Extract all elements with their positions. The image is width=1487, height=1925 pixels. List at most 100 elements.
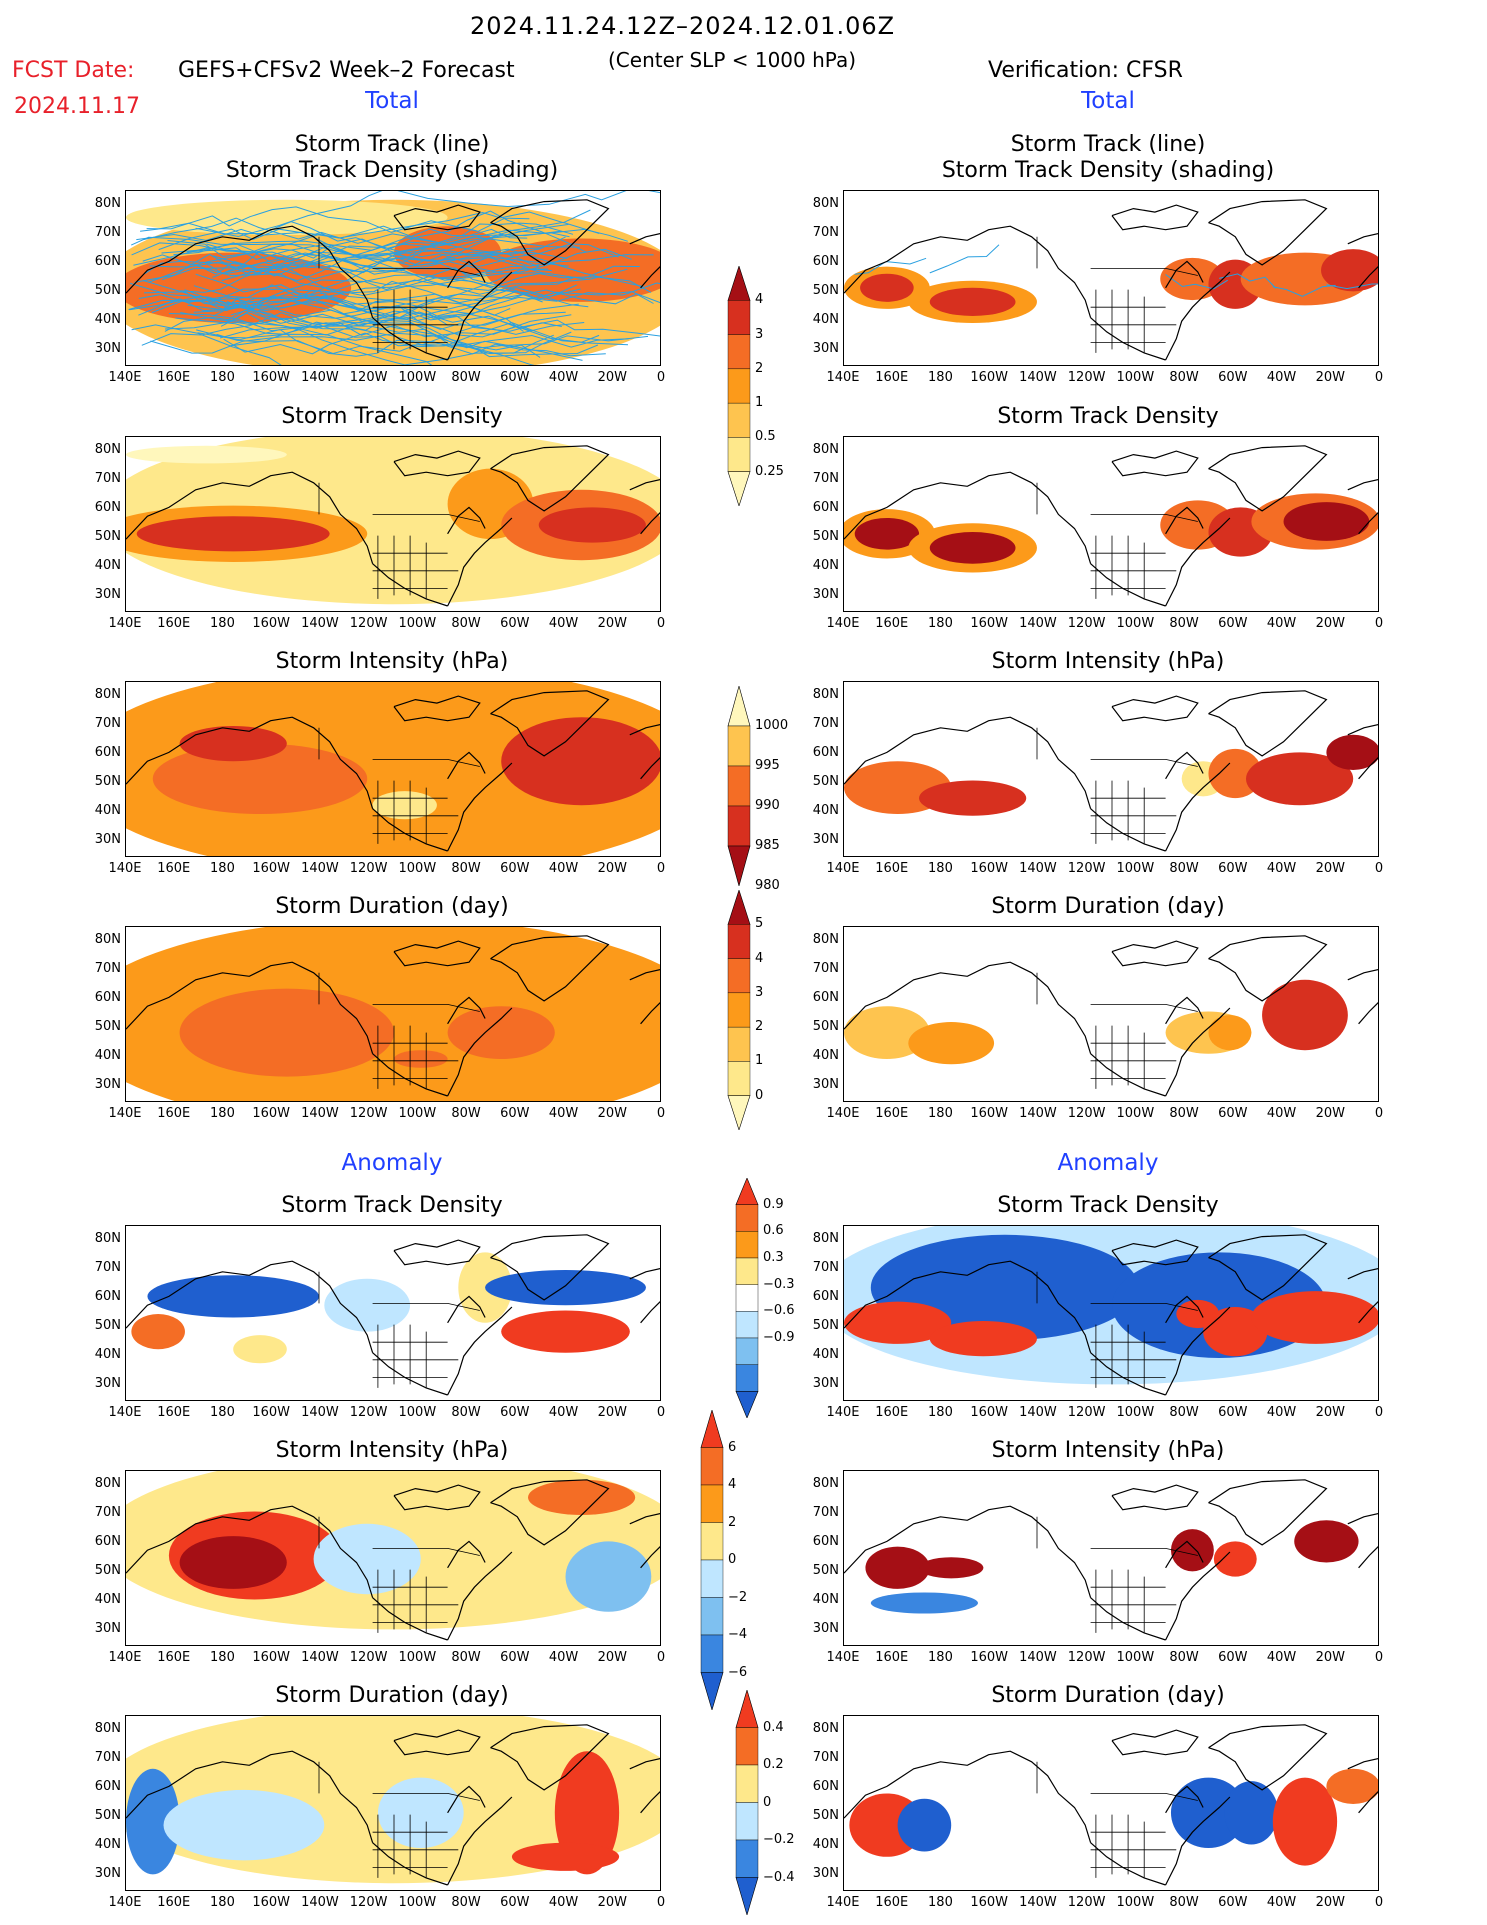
storm-track-line — [150, 332, 583, 361]
coastline — [629, 233, 660, 245]
coastline — [1358, 1791, 1378, 1814]
lon-tick-label: 160E — [875, 370, 909, 385]
coastline — [126, 471, 374, 564]
coastline — [844, 1750, 1092, 1843]
lat-tick-label: 50N — [94, 1563, 121, 1578]
lat-tick-label: 30N — [812, 1077, 839, 1092]
forecast-period: 2024.11.24.12Z–2024.12.01.06Z — [470, 12, 896, 40]
shading-blob — [377, 1777, 464, 1848]
slp-criterion: (Center SLP < 1000 hPa) — [608, 48, 856, 72]
lon-tick-label: 160W — [970, 616, 1008, 631]
lon-tick-label: 20W — [1315, 616, 1345, 631]
shading-blob — [179, 988, 394, 1077]
colorbar-segment — [735, 1231, 759, 1259]
lon-tick-label: 120W — [1067, 1106, 1106, 1121]
storm-track-line — [194, 245, 569, 277]
colorbar-label: 0.6 — [763, 1223, 784, 1239]
colorbar-segment — [727, 725, 751, 767]
lon-tick-label: 80W — [451, 1405, 481, 1420]
colorbar-segment — [735, 1877, 759, 1915]
shading-blob — [870, 1592, 978, 1614]
lon-tick-label: 180 — [210, 616, 235, 631]
colorbar-segment — [727, 1061, 751, 1096]
lat-tick-label: 80N — [812, 196, 839, 211]
lon-tick-label: 140W — [301, 1650, 339, 1665]
colorbar-label: 980 — [755, 878, 780, 893]
colorbar-segment — [735, 1204, 759, 1232]
lon-tick-label: 100W — [398, 616, 437, 631]
title-track-shading-right: Storm Track Density (shading) — [941, 158, 1275, 183]
lon-tick-label: 140W — [301, 616, 339, 631]
shading-blob — [1208, 1015, 1252, 1051]
colorbar-label: −0.3 — [763, 1276, 795, 1292]
shading-blob — [844, 1006, 930, 1059]
lon-tick-label: 100W — [1116, 1106, 1155, 1121]
colorbar-segment — [735, 1802, 759, 1841]
lon-tick-label: 100W — [398, 1405, 437, 1420]
lon-tick-label: 120W — [349, 370, 388, 385]
shading-blob — [1283, 502, 1370, 541]
colorbar-label: −0.4 — [763, 1869, 795, 1885]
colorbar-segment — [727, 471, 751, 506]
colorbar-segment — [727, 437, 751, 472]
shading-blob — [1251, 1291, 1378, 1344]
coastline — [1111, 940, 1199, 967]
coastline — [844, 225, 1092, 318]
coastline — [447, 271, 513, 361]
lon-tick-label: 80W — [451, 616, 481, 631]
colorbar-label: 0.5 — [755, 429, 776, 445]
shading-blob — [1203, 1306, 1268, 1357]
lon-tick-label: 160E — [157, 1405, 191, 1420]
lon-tick-label: 40W — [1266, 1650, 1297, 1665]
map-panel-anom-intensity-r — [843, 1470, 1379, 1646]
title-intensity-right: Storm Intensity (hPa) — [991, 649, 1225, 674]
coastline — [1111, 695, 1199, 722]
lon-tick-label: 80W — [451, 861, 481, 876]
lon-tick-label: 100W — [1116, 1650, 1155, 1665]
lat-tick-label: 80N — [812, 687, 839, 702]
lon-tick-label: 120W — [349, 1650, 388, 1665]
shading-blob — [538, 507, 646, 543]
shading-blob — [1246, 752, 1354, 806]
lon-tick-label: 160E — [157, 1106, 191, 1121]
lon-tick-label: 0 — [656, 616, 666, 631]
lat-tick-label: 50N — [94, 529, 121, 544]
lon-tick-label: 60W — [1218, 616, 1248, 631]
lat-tick-label: 60N — [812, 990, 839, 1005]
lon-tick-label: 140E — [108, 616, 142, 631]
map-panel-anom-duration-r — [843, 1715, 1379, 1891]
title-anom-density-left: Storm Track Density — [281, 1193, 503, 1218]
coastline — [1165, 506, 1204, 535]
lon-tick-label: 180 — [928, 861, 953, 876]
shading-blob — [131, 1314, 185, 1350]
colorbar-segment — [735, 1690, 759, 1728]
shading-blob — [152, 743, 368, 814]
lat-tick-label: 50N — [812, 1019, 839, 1034]
colorbar-label: 0 — [755, 1087, 764, 1103]
title-duration-right: Storm Duration (day) — [991, 894, 1225, 919]
coastline — [1347, 479, 1378, 491]
map-svg-anom-intensity-r — [844, 1479, 1378, 1641]
lon-tick-label: 140W — [1019, 861, 1057, 876]
lat-tick-label: 50N — [94, 1318, 121, 1333]
map-panel-intensity-l — [125, 681, 661, 857]
storm-track-line — [213, 221, 600, 274]
colorbar-segment — [735, 1764, 759, 1803]
storm-track-line — [212, 289, 660, 317]
shading-blob — [1262, 979, 1348, 1051]
coastline — [393, 1239, 481, 1266]
colorbar-segment — [727, 924, 751, 959]
lon-tick-label: 120W — [1067, 1895, 1106, 1910]
lat-tick-label: 80N — [94, 1476, 121, 1491]
lat-tick-label: 40N — [94, 312, 121, 327]
coastline — [629, 724, 660, 736]
lon-tick-label: 180 — [928, 1895, 953, 1910]
political-border — [1090, 268, 1198, 276]
lon-tick-label: 120W — [349, 861, 388, 876]
map-panel-duration-r — [843, 926, 1379, 1102]
lat-tick-label: 40N — [812, 1592, 839, 1607]
lon-tick-label: 180 — [210, 861, 235, 876]
shading-blob — [1170, 1777, 1246, 1848]
coastline — [629, 1268, 660, 1280]
storm-track-line — [140, 221, 539, 268]
